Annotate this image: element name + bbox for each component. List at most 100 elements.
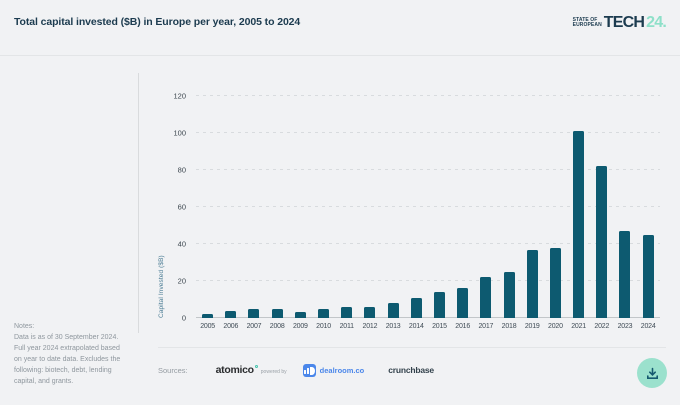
x-tick-2006: 2006 xyxy=(223,323,239,330)
gridline-120 xyxy=(196,95,660,96)
y-tick-60: 60 xyxy=(177,202,186,212)
bar-2007 xyxy=(248,308,260,318)
atomico-logo[interactable]: atomico powered by xyxy=(216,364,287,376)
bar-column-2021: 2021 xyxy=(567,96,590,330)
atomico-ring-icon xyxy=(254,365,258,368)
bar-2010 xyxy=(318,308,330,318)
bar-2012 xyxy=(364,306,376,318)
bar-2005 xyxy=(202,314,214,318)
powered-by-label: powered by xyxy=(260,369,287,375)
bar-column-2012: 2012 xyxy=(358,96,381,330)
bar-column-2023: 2023 xyxy=(613,96,636,330)
bar-2017 xyxy=(480,277,492,318)
notes-text: Data is as of 30 September 2024. Full yea… xyxy=(14,332,134,387)
notes-block: Notes: Data is as of 30 September 2024. F… xyxy=(14,321,134,387)
bar-2021 xyxy=(573,131,585,318)
y-tick-20: 20 xyxy=(177,276,186,286)
chart-left-rule xyxy=(138,73,139,333)
x-tick-2022: 2022 xyxy=(594,323,610,330)
x-tick-2007: 2007 xyxy=(246,323,262,330)
x-tick-2011: 2011 xyxy=(339,323,354,330)
crunchbase-logo[interactable]: crunchbase xyxy=(388,365,434,375)
gridline-60 xyxy=(196,206,660,207)
dealroom-icon xyxy=(302,363,316,377)
bar-2016 xyxy=(457,288,469,318)
x-tick-2014: 2014 xyxy=(408,323,424,330)
bar-column-2019: 2019 xyxy=(521,96,544,330)
footer-divider xyxy=(158,347,666,348)
gridline-20 xyxy=(196,280,660,281)
y-axis-title: Capital Invested ($B) xyxy=(158,255,165,318)
bar-column-2007: 2007 xyxy=(242,96,265,330)
gridline-80 xyxy=(196,169,660,170)
download-icon xyxy=(646,367,658,379)
dealroom-logo[interactable]: dealroom.co xyxy=(302,363,365,377)
x-tick-2019: 2019 xyxy=(524,323,540,330)
bar-column-2020: 2020 xyxy=(544,96,567,330)
gridline-100 xyxy=(196,132,660,133)
bar-2019 xyxy=(526,249,538,318)
bar-column-2013: 2013 xyxy=(382,96,405,330)
y-tick-100: 100 xyxy=(173,128,186,138)
bar-column-2009: 2009 xyxy=(289,96,312,330)
x-tick-2008: 2008 xyxy=(269,323,285,330)
x-tick-2010: 2010 xyxy=(316,323,331,330)
y-tick-0: 0 xyxy=(181,313,186,323)
bar-column-2010: 2010 xyxy=(312,96,335,330)
notes-line-1: Data is as of 30 September 2024. xyxy=(14,334,119,341)
bar-2008 xyxy=(271,308,283,318)
bar-2020 xyxy=(549,247,561,318)
bar-2024 xyxy=(642,234,654,318)
bar-column-2015: 2015 xyxy=(428,96,451,330)
x-tick-2009: 2009 xyxy=(292,323,308,330)
x-tick-2005: 2005 xyxy=(200,323,215,330)
bar-2023 xyxy=(619,231,631,318)
bar-column-2014: 2014 xyxy=(405,96,428,330)
y-tick-120: 120 xyxy=(173,91,186,101)
bar-2018 xyxy=(503,271,515,318)
bar-column-2006: 2006 xyxy=(219,96,242,330)
x-tick-2023: 2023 xyxy=(617,323,633,330)
notes-line-3: on year to date data. Excludes the xyxy=(14,356,121,363)
bar-chart: 0 20 40 60 80 100 120 2005 2006 2007 2008 2009 2010… xyxy=(173,92,660,330)
bar-2006 xyxy=(225,310,237,318)
bar-2013 xyxy=(387,303,399,318)
bar-2011 xyxy=(341,306,353,318)
x-tick-2012: 2012 xyxy=(362,323,378,330)
bar-2009 xyxy=(294,312,306,318)
header-divider xyxy=(0,55,680,56)
sources-row: Sources: atomico powered by dealroom.co … xyxy=(158,360,434,380)
x-tick-2021: 2021 xyxy=(571,323,586,330)
x-tick-2017: 2017 xyxy=(478,323,494,330)
x-tick-2020: 2020 xyxy=(548,323,563,330)
bar-column-2024: 2024 xyxy=(637,96,660,330)
gridline-40 xyxy=(196,243,660,244)
logo-year: 24. xyxy=(646,14,667,31)
x-tick-2016: 2016 xyxy=(455,323,471,330)
notes-line-4: following: biotech, debt, lending xyxy=(14,367,112,374)
notes-line-2: Full year 2024 extrapolated based xyxy=(14,345,120,352)
x-tick-2024: 2024 xyxy=(640,323,656,330)
logo-state-of-european: State of European xyxy=(572,16,602,29)
download-button[interactable] xyxy=(637,358,667,388)
chart-title: Total capital invested ($B) in Europe pe… xyxy=(14,16,301,28)
bar-column-2005: 2005 xyxy=(196,96,219,330)
bar-column-2011: 2011 xyxy=(335,96,358,330)
bar-2014 xyxy=(410,297,422,318)
bar-column-2018: 2018 xyxy=(498,96,521,330)
bars: 2005 2006 2007 2008 2009 2010 2011 2012 2013 2014… xyxy=(196,96,660,330)
logo-tech: Tech xyxy=(603,14,645,31)
bar-column-2008: 2008 xyxy=(266,96,289,330)
notes-label: Notes: xyxy=(14,323,35,330)
logo-line2: European xyxy=(572,22,602,28)
y-tick-80: 80 xyxy=(177,165,186,175)
atomico-wordmark: atomico xyxy=(215,364,254,376)
bar-column-2022: 2022 xyxy=(590,96,613,330)
bar-2015 xyxy=(433,292,445,318)
x-tick-2018: 2018 xyxy=(501,323,517,330)
x-tick-2015: 2015 xyxy=(432,323,447,330)
logo-line1: State of xyxy=(572,16,598,23)
dealroom-wordmark: dealroom.co xyxy=(319,365,365,375)
x-axis-line xyxy=(196,317,660,318)
bar-column-2017: 2017 xyxy=(474,96,497,330)
